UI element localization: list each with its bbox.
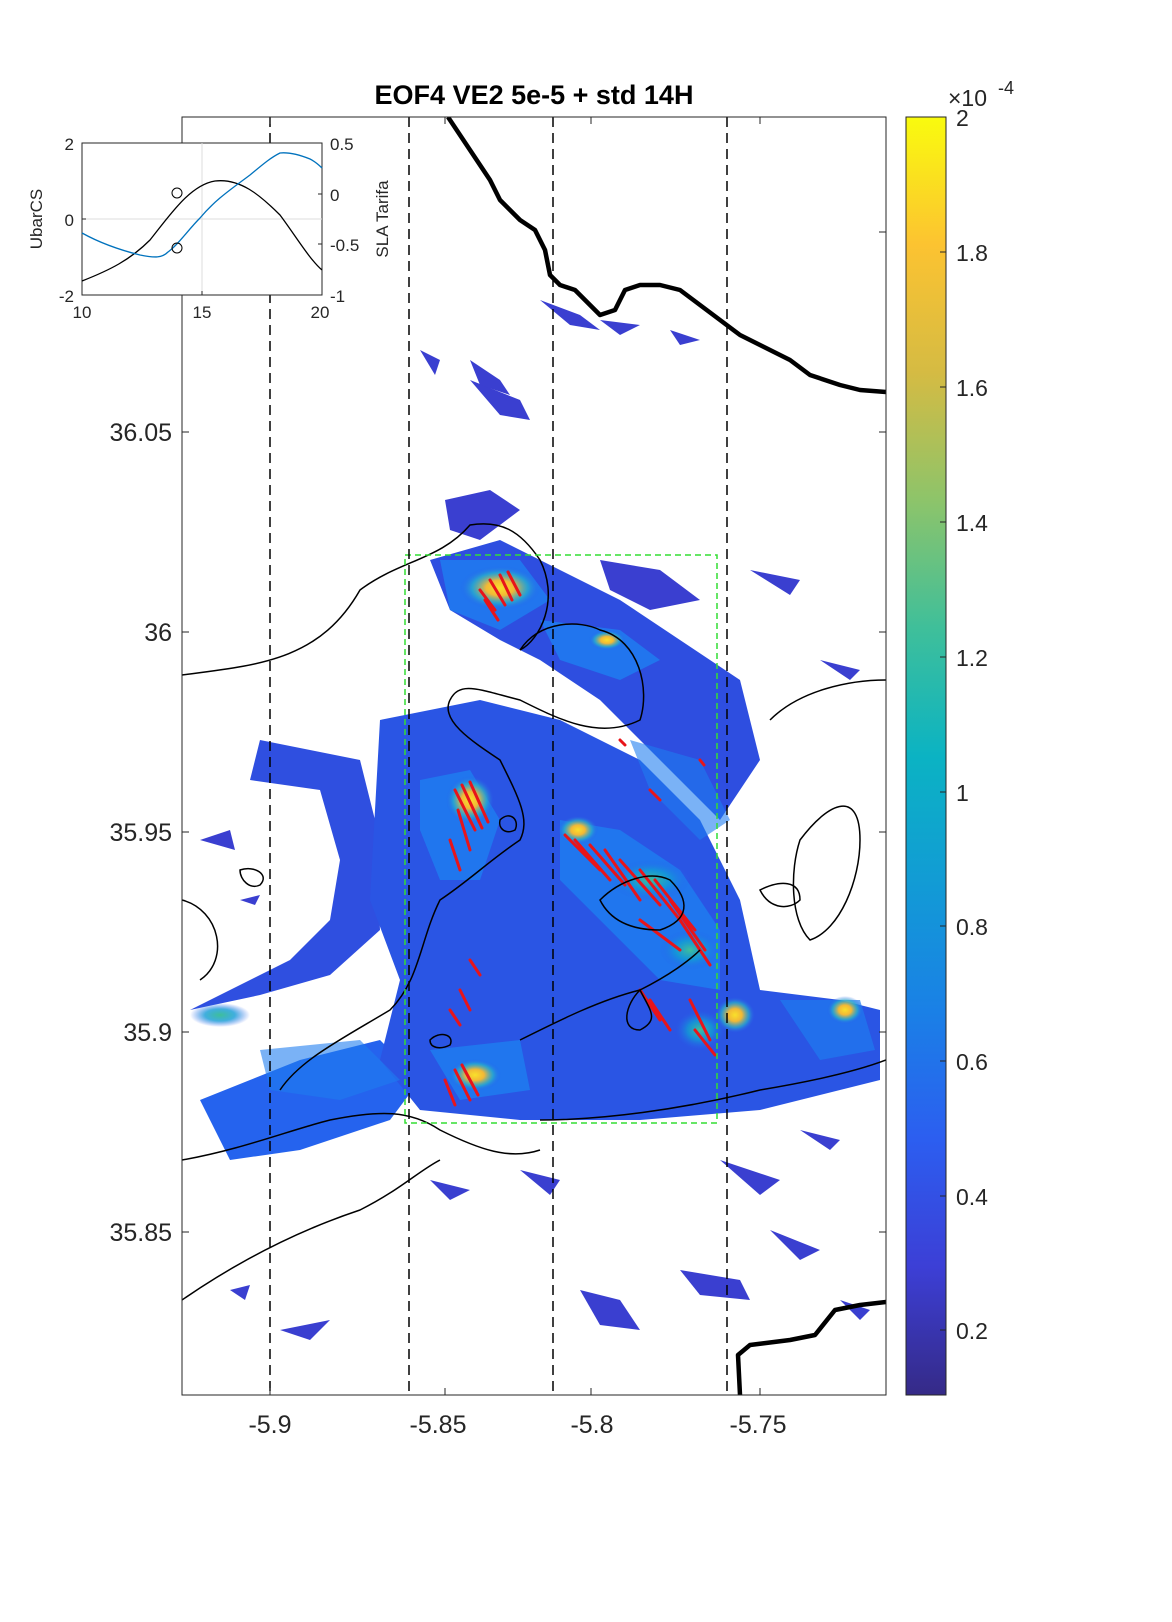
y-tick-label: 35.85: [109, 1219, 172, 1247]
figure-title: EOF4 VE2 5e-5 + std 14H: [375, 80, 694, 110]
colorbar-tick-label: 1: [956, 780, 969, 806]
ridge-contours: [443, 570, 717, 1107]
y-tick-label: 36.05: [109, 419, 172, 447]
colorbar-tick-label: 1.6: [956, 375, 988, 401]
colorbar-exponent-power: -4: [998, 78, 1014, 98]
colorbar-tick-label: 0.4: [956, 1184, 988, 1210]
inset-x-tick: 20: [311, 303, 330, 322]
x-tick-label: -5.8: [570, 1411, 613, 1439]
analysis-box: [404, 554, 718, 1124]
colorbar-tick-label: 1.8: [956, 240, 988, 266]
inset-right-tick: -1: [330, 287, 345, 306]
bathymetry-contours: [182, 523, 886, 1301]
y-tick-label: 36: [144, 619, 172, 647]
inset-right-tick: 0.5: [330, 135, 354, 154]
variance-field: [190, 300, 880, 1340]
inset-left-tick: -2: [59, 287, 74, 306]
colorbar-tick-label: 1.2: [956, 645, 988, 671]
transect-lines: [269, 117, 728, 1395]
x-tick-label: -5.75: [730, 1411, 787, 1439]
inset-plot: 10 15 20 2 0 -2 0.5 0 -0.5 -1 UbarCS SLA…: [27, 135, 392, 322]
ubarcs-marker: [171, 187, 183, 199]
x-tick-label: -5.9: [248, 1411, 291, 1439]
inset-x-tick: 10: [73, 303, 92, 322]
inset-right-tick: -0.5: [330, 236, 359, 255]
sla-marker: [171, 242, 183, 254]
inset-right-axis-label: SLA Tarifa: [373, 180, 392, 258]
colorbar-exponent-base: ×10: [948, 85, 987, 111]
colorbar-tick-label: 1.4: [956, 510, 988, 536]
inset-x-tick: 15: [193, 303, 212, 322]
ubarcs-series: [81, 180, 323, 282]
colorbar: ×10 -4 2 1.8 1.6 1.4 1.2 1 0.8 0.6 0.4 0…: [905, 78, 1014, 1396]
x-tick-label: -5.85: [410, 1411, 467, 1439]
inset-right-tick: 0: [330, 186, 339, 205]
map-panel: -5.9 -5.85 -5.8 -5.75 36.05 36 35.95 35.…: [109, 116, 887, 1439]
colorbar-gradient: [905, 116, 947, 1396]
inset-left-axis-label: UbarCS: [27, 189, 46, 249]
inset-left-tick: 2: [65, 135, 74, 154]
coastline: [446, 117, 886, 1395]
colorbar-tick-label: 0.2: [956, 1318, 988, 1344]
y-tick-label: 35.95: [109, 819, 172, 847]
map-axes: [181, 116, 887, 1396]
y-tick-label: 35.9: [123, 1019, 172, 1047]
inset-left-tick: 0: [65, 211, 74, 230]
sla-series: [81, 152, 323, 258]
colorbar-tick-label: 0.8: [956, 914, 988, 940]
colorbar-tick-label: 0.6: [956, 1049, 988, 1075]
colorbar-tick-label: 2: [956, 105, 969, 131]
